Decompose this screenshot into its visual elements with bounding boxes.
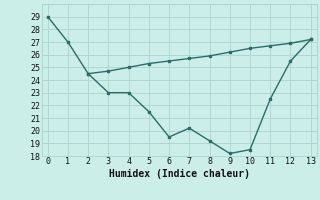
X-axis label: Humidex (Indice chaleur): Humidex (Indice chaleur) bbox=[109, 169, 250, 179]
